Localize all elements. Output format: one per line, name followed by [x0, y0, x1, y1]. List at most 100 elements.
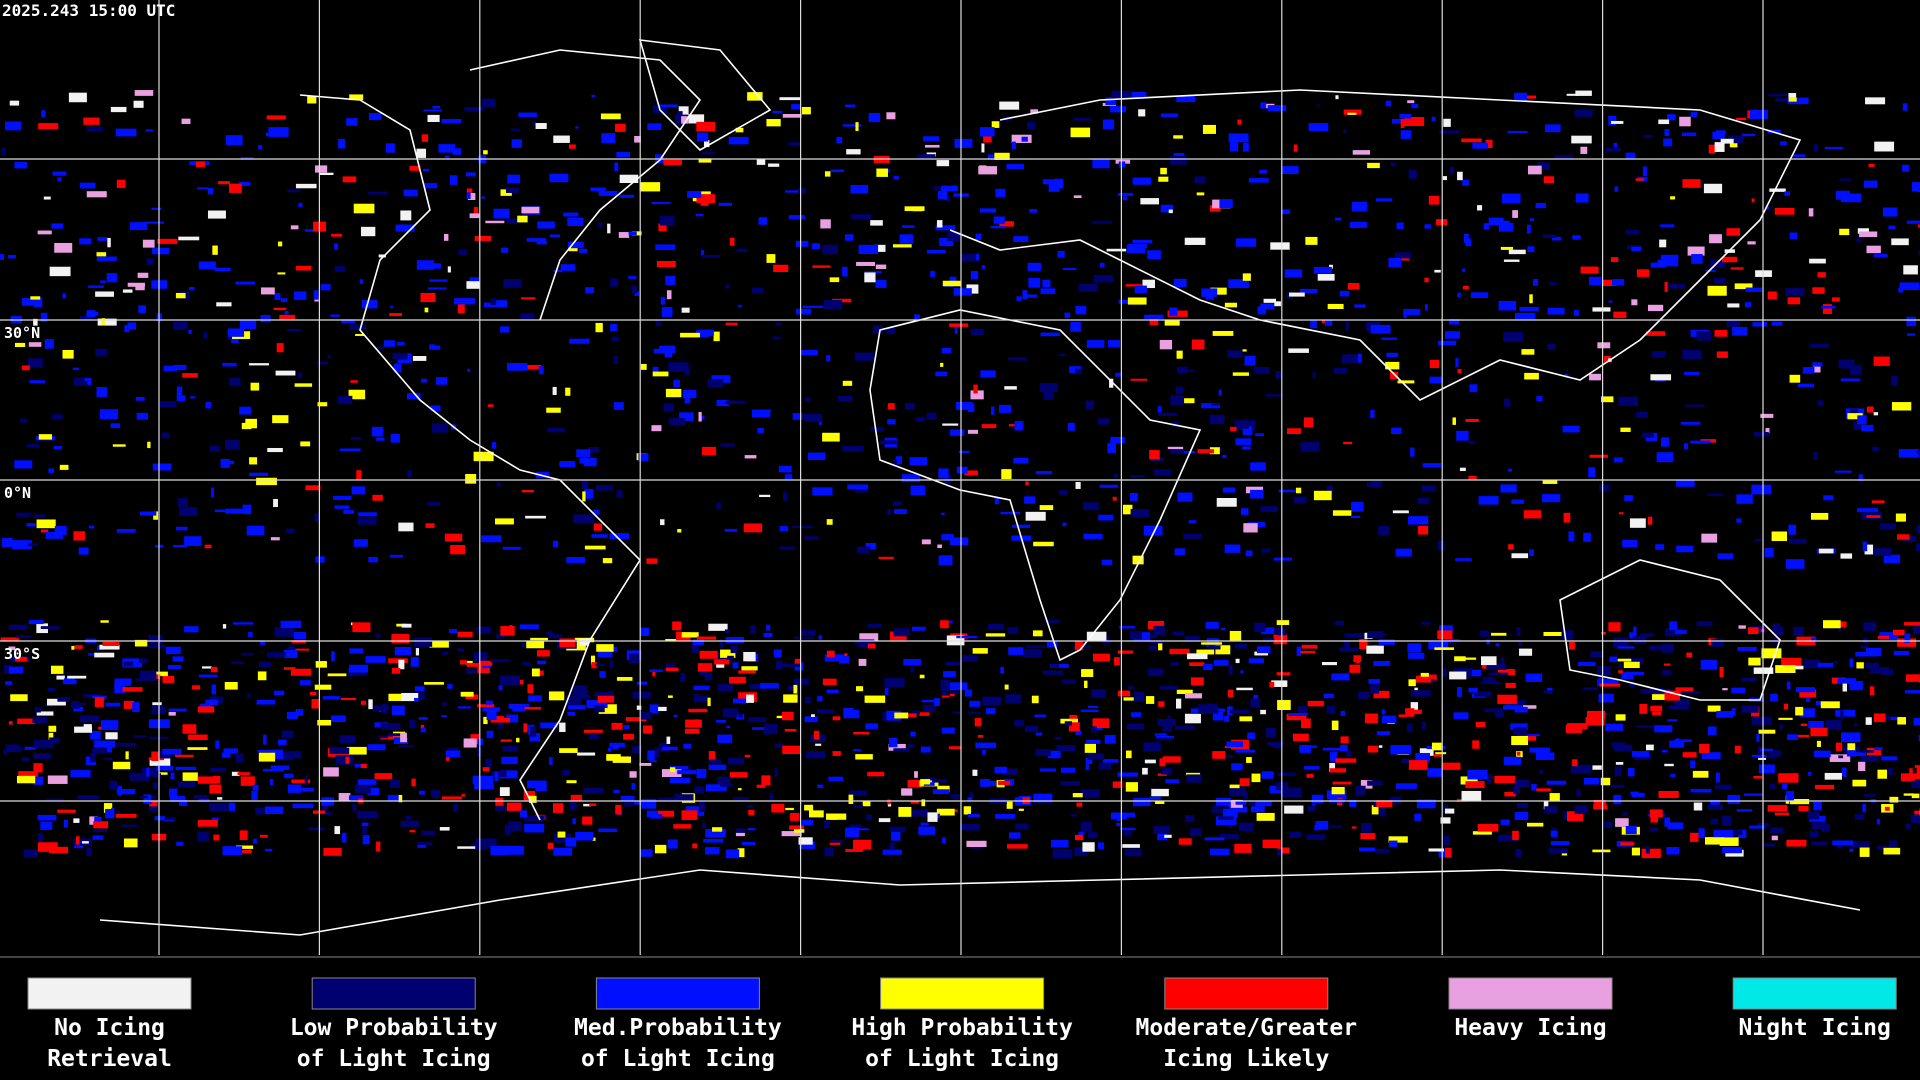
icing-pixel — [1389, 840, 1398, 847]
icing-pixel — [665, 667, 679, 672]
icing-pixel — [1, 537, 13, 547]
icing-pixel — [937, 785, 950, 793]
icing-pixel — [239, 830, 248, 840]
icing-pixel — [1629, 632, 1636, 639]
icing-pixel — [1029, 209, 1038, 213]
icing-pixel — [1722, 847, 1743, 854]
icing-pixel — [129, 772, 150, 781]
icing-pixel — [338, 138, 346, 149]
icing-pixel — [1332, 510, 1352, 516]
icing-pixel — [454, 298, 475, 305]
icing-pixel — [1339, 647, 1359, 652]
icing-pixel — [490, 717, 511, 723]
icing-pixel — [575, 831, 594, 841]
icing-pixel — [1162, 756, 1181, 763]
icing-pixel — [535, 784, 547, 792]
icing-pixel — [1843, 767, 1847, 778]
icing-pixel — [502, 546, 521, 550]
icing-pixel — [86, 310, 96, 318]
icing-pixel — [942, 423, 959, 426]
icing-pixel — [57, 177, 62, 182]
icing-pixel — [639, 182, 661, 192]
icing-pixel — [865, 814, 873, 821]
icing-pixel — [1153, 625, 1165, 636]
icing-pixel — [1212, 330, 1234, 336]
icing-pixel — [793, 684, 798, 694]
icing-pixel — [1914, 810, 1920, 818]
icing-pixel — [619, 174, 639, 184]
icing-pixel — [1099, 262, 1105, 268]
icing-pixel — [1202, 124, 1216, 134]
icing-pixel — [1714, 784, 1731, 790]
icing-pixel — [1642, 166, 1648, 177]
icing-pixel — [940, 620, 949, 629]
icing-pixel — [1799, 689, 1817, 698]
icing-pixel — [1840, 193, 1862, 203]
icing-pixel — [1646, 331, 1666, 336]
icing-pixel — [1486, 774, 1492, 784]
icing-pixel — [910, 485, 926, 496]
icing-pixel — [477, 704, 495, 708]
icing-pixel — [1530, 218, 1534, 221]
icing-pixel — [1736, 494, 1753, 504]
icing-pixel — [1321, 661, 1337, 666]
icing-pixel — [792, 413, 803, 420]
icing-pixel — [610, 324, 618, 331]
icing-pixel — [932, 789, 950, 795]
icing-pixel — [1840, 378, 1861, 382]
icing-pixel — [94, 740, 116, 748]
icing-pixel — [1072, 793, 1083, 798]
icing-pixel — [100, 620, 109, 623]
icing-pixel — [1260, 303, 1275, 310]
icing-pixel — [424, 682, 444, 685]
icing-pixel — [826, 650, 835, 658]
icing-pixel — [553, 803, 564, 813]
icing-pixel — [1582, 687, 1598, 691]
icing-pixel — [371, 426, 384, 437]
icing-pixel — [1250, 698, 1261, 708]
icing-pixel — [290, 225, 299, 230]
icing-pixel — [1719, 837, 1739, 846]
icing-pixel — [272, 415, 289, 424]
icing-pixel — [143, 794, 152, 805]
icing-pixel — [24, 746, 36, 750]
icing-pixel — [803, 413, 823, 422]
icing-pixel — [193, 794, 208, 799]
icing-pixel — [1918, 224, 1920, 228]
icing-pixel — [235, 753, 244, 763]
icing-pixel — [1518, 640, 1523, 647]
icing-pixel — [1086, 340, 1105, 348]
icing-pixel — [1098, 514, 1114, 521]
icing-pixel — [334, 266, 346, 272]
icing-pixel — [1548, 848, 1569, 854]
icing-pixel — [275, 370, 296, 376]
icing-pixel — [1157, 773, 1167, 776]
icing-pixel — [211, 684, 216, 695]
icing-pixel — [158, 772, 168, 775]
icing-pixel — [429, 641, 449, 648]
icing-pixel — [277, 739, 287, 746]
icing-pixel — [89, 816, 98, 825]
icing-pixel — [735, 711, 740, 715]
icing-pixel — [315, 661, 327, 668]
icing-pixel — [875, 279, 887, 288]
icing-pixel — [1887, 767, 1893, 775]
icing-pixel — [1144, 314, 1164, 319]
icing-pixel — [466, 662, 482, 667]
icing-pixel — [1220, 627, 1226, 631]
icing-pixel — [1664, 690, 1680, 701]
icing-pixel — [845, 104, 856, 108]
icing-pixel — [911, 710, 921, 714]
icing-pixel — [1635, 178, 1644, 181]
icing-pixel — [1570, 764, 1592, 774]
icing-pixel — [878, 818, 891, 823]
icing-pixel — [1474, 691, 1491, 697]
icing-pixel — [500, 739, 512, 742]
icing-pixel — [1229, 709, 1250, 714]
icing-pixel — [716, 399, 729, 407]
icing-pixel — [1916, 450, 1920, 454]
icing-pixel — [107, 237, 111, 248]
icing-pixel — [1716, 710, 1734, 718]
icing-pixel — [521, 490, 534, 493]
icing-pixel — [858, 244, 879, 254]
